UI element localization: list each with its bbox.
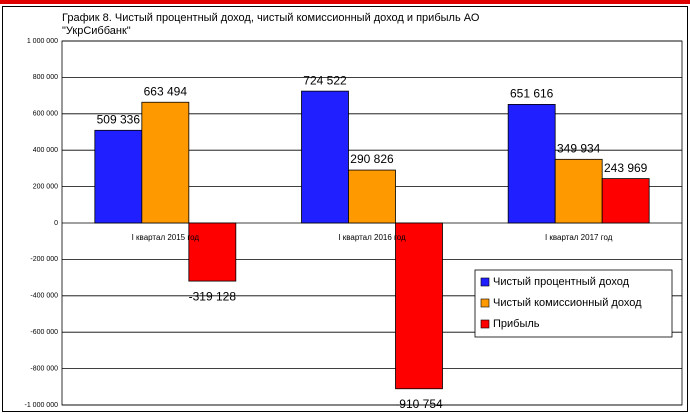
data-label: -910 754 bbox=[395, 397, 443, 411]
y-tick-label: 600 000 bbox=[33, 111, 58, 118]
x-tick-label: I квартал 2016 год bbox=[338, 233, 406, 242]
legend-label: Чистый процентный доход bbox=[493, 276, 630, 288]
bar bbox=[348, 169, 396, 224]
legend-swatch bbox=[480, 277, 490, 287]
data-label: 509 336 bbox=[97, 112, 141, 126]
data-label: 243 969 bbox=[604, 161, 648, 175]
chart-frame bbox=[2, 6, 688, 412]
data-label: 724 522 bbox=[303, 73, 347, 87]
data-label: -319 128 bbox=[189, 289, 237, 303]
y-tick-label: -1 000 000 bbox=[25, 402, 59, 409]
bar bbox=[94, 129, 143, 224]
bar bbox=[507, 104, 556, 224]
y-tick-label: -200 000 bbox=[30, 256, 58, 263]
y-tick-label: 0 bbox=[54, 220, 58, 227]
y-tick-label: -600 000 bbox=[30, 329, 58, 336]
data-label: 651 616 bbox=[510, 87, 554, 101]
bar bbox=[395, 222, 443, 390]
bar bbox=[188, 222, 237, 282]
top-bar bbox=[0, 0, 690, 4]
legend-box bbox=[474, 269, 673, 338]
data-label: 290 826 bbox=[350, 152, 394, 166]
plot-frame bbox=[61, 40, 683, 406]
x-tick-label: I квартал 2017 год bbox=[545, 233, 613, 242]
data-label: 349 934 bbox=[557, 141, 601, 155]
y-tick-label: 400 000 bbox=[33, 147, 58, 154]
legend-label: Прибыль bbox=[493, 318, 540, 330]
y-tick-label: 1 000 000 bbox=[27, 38, 58, 45]
y-tick-label: 800 000 bbox=[33, 74, 58, 81]
x-tick-label: I квартал 2015 год bbox=[132, 233, 200, 242]
legend-swatch bbox=[480, 319, 490, 329]
bar bbox=[554, 158, 603, 224]
y-tick-label: 200 000 bbox=[33, 183, 58, 190]
y-tick-label: -800 000 bbox=[30, 365, 58, 372]
y-tick-label: -400 000 bbox=[30, 293, 58, 300]
bar bbox=[601, 178, 650, 224]
bar bbox=[301, 90, 349, 224]
legend-label: Чистый комиссионный доход bbox=[493, 297, 642, 309]
data-label: 663 494 bbox=[144, 84, 188, 98]
legend-swatch bbox=[480, 298, 490, 308]
bar bbox=[141, 101, 190, 224]
chart-title: График 8. Чистый процентный доход, чисты… bbox=[62, 12, 480, 37]
